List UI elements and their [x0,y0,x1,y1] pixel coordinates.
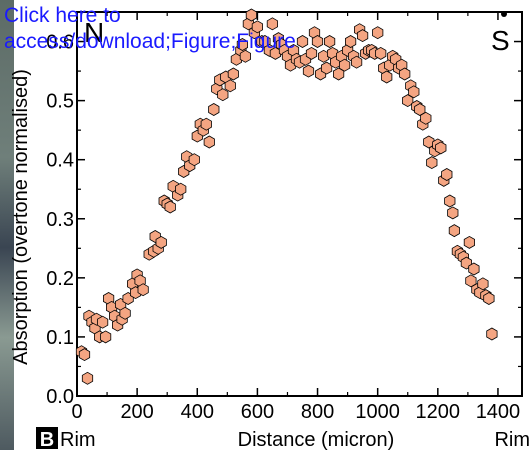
data-point [375,46,387,60]
data-point [245,8,258,22]
corner-label-right: S [491,25,510,56]
ticks-group: 0 200 400 600 800 1000 1200 1400 0.0 0.1 0.2 0.3 0.4… [46,12,522,423]
data-points-group [75,8,498,385]
plot-frame [76,11,523,397]
data-point [483,292,495,305]
data-point [444,194,456,208]
data-point [350,55,363,69]
y-tick-label: 0.2 [46,268,74,290]
data-point [426,156,438,170]
data-point [423,135,435,149]
data-point [338,58,351,72]
y-tick-label: 0.6 [46,32,74,54]
data-point [100,330,112,344]
x-tick-label: 1400 [476,401,521,423]
data-point [305,46,318,60]
data-point [227,67,239,81]
data-point [203,135,215,149]
data-point [155,235,167,249]
data-point [468,262,480,276]
data-point [486,327,498,341]
x-tick-label: 1000 [355,401,400,423]
data-point [119,306,131,320]
y-tick-label: 0.1 [46,327,74,349]
data-point [408,85,420,99]
data-point [447,206,459,220]
data-point [448,224,460,238]
download-link-line2[interactable]: access/download;Figure;Figure [4,30,296,53]
data-point [435,141,447,155]
rim-label-left: Rim [60,429,96,450]
data-point [137,283,149,297]
x-tick-label: 1200 [416,401,461,423]
data-point [463,235,476,249]
data-point [441,168,453,181]
panel-letter: B [40,429,54,450]
data-point [302,64,315,78]
y-tick-label: 0.4 [46,150,74,172]
data-point [208,103,220,116]
background-photo-strip [0,0,14,450]
data-point [239,49,252,63]
data-point [78,348,91,362]
data-point [477,277,489,291]
data-point [356,29,369,43]
download-link-line1[interactable]: Click here to [4,4,121,27]
data-point [164,200,176,214]
x-axis-title: Distance (micron) [238,429,395,450]
data-point [97,315,109,329]
data-point [420,111,432,125]
plot-frame-group [76,11,523,397]
data-point [266,17,279,31]
x-tick-label: 800 [301,401,334,423]
y-tick-label: 0.5 [46,91,74,113]
data-point [251,20,264,34]
data-point [296,35,309,48]
data-point [414,103,426,116]
x-tick-label: 0 [71,401,82,423]
y-axis-title: Absorption (overtone normalised) [10,69,32,365]
y-tick-label: 0.0 [46,386,74,408]
data-point [81,371,94,385]
y-tick-label: 0.3 [46,209,74,231]
data-point [200,117,212,131]
x-tick-label: 600 [241,401,274,423]
data-point [399,67,411,81]
data-point [188,153,200,167]
x-tick-label: 400 [181,401,214,423]
panel-letter-bg [36,427,58,449]
data-point [224,79,236,93]
data-point [323,35,336,48]
data-point [311,35,324,48]
data-point [175,182,187,196]
corner-label-right-dot [501,11,507,17]
data-point [344,35,357,48]
data-point [465,274,477,288]
data-point [372,26,384,40]
data-point [236,38,249,51]
x-tick-label: 200 [120,401,153,423]
data-point [217,88,229,102]
rim-label-right: Rim [494,429,530,450]
data-point [381,70,393,84]
corner-label-left: N [84,17,104,48]
